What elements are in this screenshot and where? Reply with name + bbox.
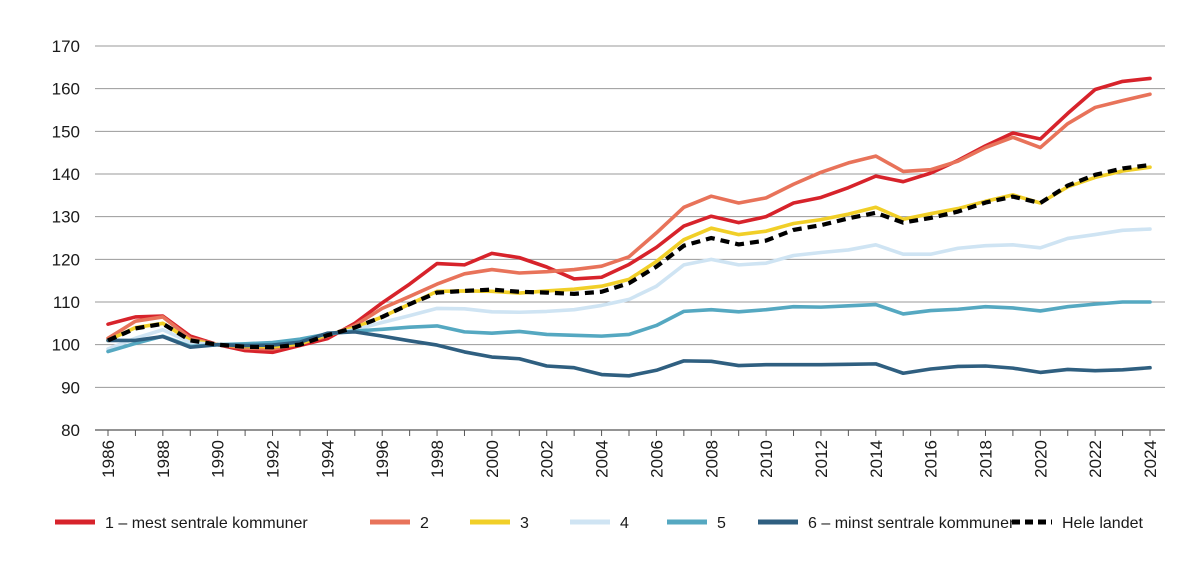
gridlines — [95, 45, 1165, 431]
x-tick-label: 2002 — [538, 440, 557, 478]
legend-label: Hele landet — [1062, 515, 1144, 532]
legend-label: 5 — [717, 515, 726, 532]
x-tick-label: 1996 — [373, 440, 392, 478]
series-line-1 — [106, 76, 1152, 355]
x-tick-label: 2006 — [647, 440, 666, 478]
series-line-2 — [106, 92, 1152, 351]
y-axis-ticks: 80 90 100 110 120 130 140 150 160 170 — [52, 37, 80, 440]
y-tick-label: 150 — [52, 122, 80, 141]
x-tick-label: 1990 — [209, 440, 228, 478]
x-tick-label: 2022 — [1086, 440, 1105, 478]
x-axis: 1986 1988 1990 1992 1994 1996 1998 2000 2002 2004… — [95, 429, 1165, 478]
x-tick-label: 2014 — [867, 440, 886, 478]
y-tick-label: 100 — [52, 336, 80, 355]
legend-label: 2 — [420, 515, 429, 532]
x-tick-label: 2020 — [1031, 440, 1050, 478]
x-tick-label: 1986 — [99, 440, 118, 478]
y-tick-label: 120 — [52, 250, 80, 269]
series-line-6 — [106, 330, 1152, 378]
y-tick-label: 170 — [52, 37, 80, 56]
y-tick-label: 110 — [53, 293, 80, 312]
y-tick-label: 80 — [61, 421, 80, 440]
x-tick-label: 1992 — [264, 440, 283, 478]
series-lines — [106, 76, 1152, 378]
x-tick-label: 1994 — [318, 440, 337, 478]
x-tick-label: 2024 — [1141, 440, 1160, 478]
legend-label: 6 – minst sentrale kommuner — [808, 515, 1015, 532]
y-tick-label: 160 — [52, 80, 80, 99]
series-line-4 — [106, 227, 1152, 351]
x-tick-label: 2012 — [812, 440, 831, 478]
x-tick-label: 2016 — [922, 440, 941, 478]
legend-label: 1 – mest sentrale kommuner — [105, 515, 308, 532]
y-tick-label: 140 — [52, 165, 80, 184]
y-tick-label: 130 — [52, 208, 80, 227]
x-tick-label: 1988 — [154, 440, 173, 478]
x-tick-label: 1998 — [428, 440, 447, 478]
series-line-5 — [106, 300, 1152, 354]
x-tick-label: 2018 — [976, 440, 995, 478]
x-tick-label: 2010 — [757, 440, 776, 478]
legend-label: 4 — [620, 515, 629, 532]
x-tick-label: 2004 — [593, 440, 612, 478]
legend-label: 3 — [520, 515, 529, 532]
x-tick-label: 2000 — [483, 440, 502, 478]
legend: 1 – mest sentrale kommuner 2 3 4 5 6 – minst … — [55, 515, 1144, 532]
x-tick-label: 2008 — [702, 440, 721, 478]
series-line-7 — [107, 162, 1151, 350]
y-tick-label: 90 — [61, 378, 80, 397]
